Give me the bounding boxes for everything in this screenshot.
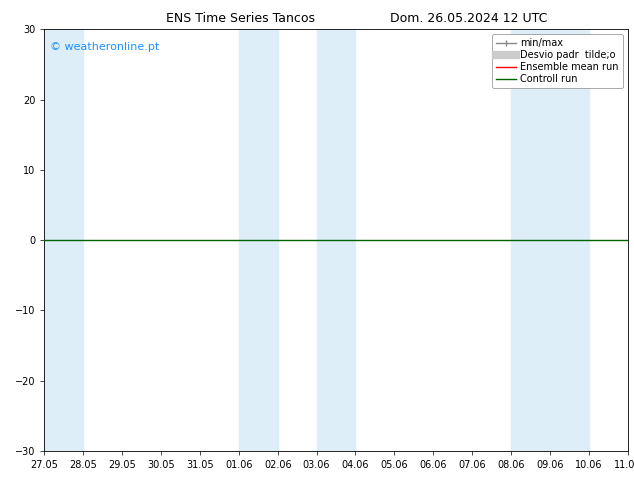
Bar	[511, 29, 550, 451]
Text: Dom. 26.05.2024 12 UTC: Dom. 26.05.2024 12 UTC	[391, 12, 548, 25]
Bar	[239, 29, 278, 451]
Bar	[44, 29, 83, 451]
Bar	[316, 29, 356, 451]
Bar	[550, 29, 589, 451]
Legend: min/max, Desvio padr  tilde;o, Ensemble mean run, Controll run: min/max, Desvio padr tilde;o, Ensemble m…	[492, 34, 623, 88]
Text: ENS Time Series Tancos: ENS Time Series Tancos	[166, 12, 316, 25]
Text: © weatheronline.pt: © weatheronline.pt	[50, 42, 160, 52]
